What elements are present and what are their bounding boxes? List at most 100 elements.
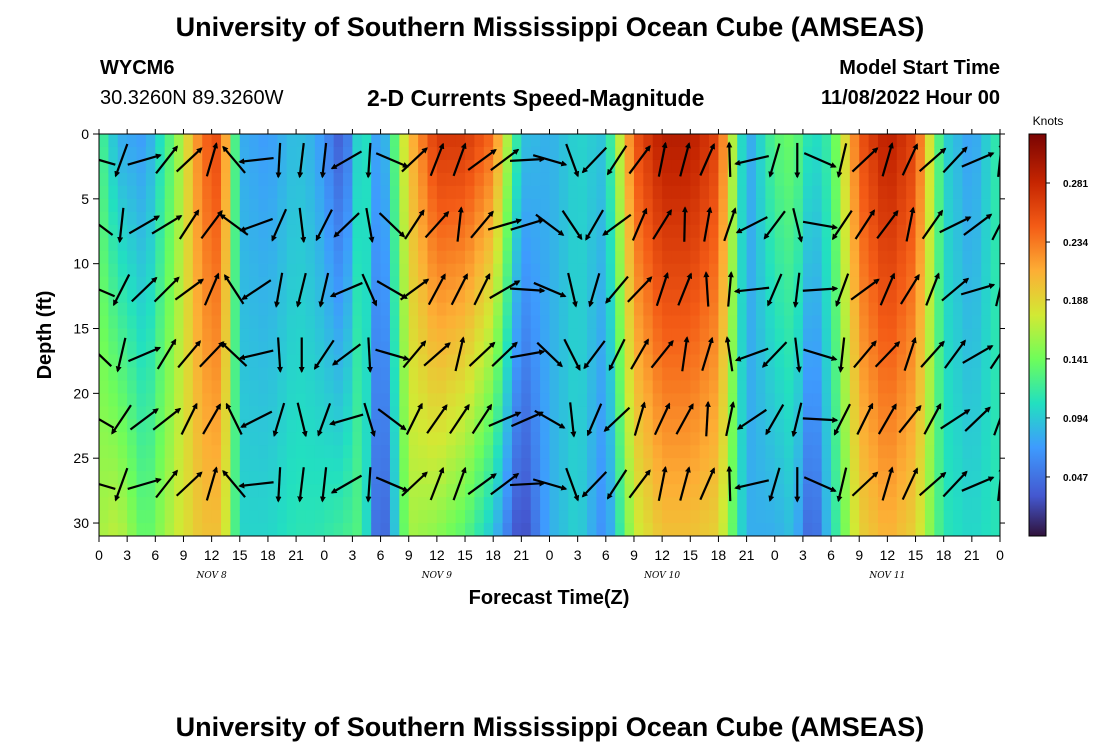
heat-cell xyxy=(746,523,757,536)
heat-cell xyxy=(436,380,447,394)
heat-cell xyxy=(934,393,945,407)
heat-cell xyxy=(174,380,185,394)
heat-cell xyxy=(192,432,203,446)
heat-cell xyxy=(521,432,532,446)
heat-cell xyxy=(483,445,494,459)
heat-cell xyxy=(305,211,316,226)
heat-cell xyxy=(962,419,973,433)
heat-cell xyxy=(465,484,476,498)
current-arrow xyxy=(377,408,407,431)
current-arrow xyxy=(153,276,180,303)
heat-cell xyxy=(361,393,372,407)
heat-cell xyxy=(136,211,147,226)
heat-cell xyxy=(577,237,588,252)
heat-cell xyxy=(981,393,992,407)
heat-cell xyxy=(906,393,917,407)
heat-cell xyxy=(568,484,579,498)
heat-cell xyxy=(221,250,231,265)
x-tick-label: 0 xyxy=(546,547,554,563)
heat-cell xyxy=(267,185,278,200)
heat-cell xyxy=(239,523,250,536)
heat-cell xyxy=(211,523,222,536)
heat-cell xyxy=(361,237,372,252)
heat-cell xyxy=(202,367,213,381)
heat-cell xyxy=(821,172,832,187)
heat-cell xyxy=(249,263,260,278)
heat-cell xyxy=(784,510,795,524)
heat-cell xyxy=(277,406,288,420)
heat-cell xyxy=(577,471,588,485)
heat-cell xyxy=(211,393,222,407)
heat-cell xyxy=(427,328,438,343)
heat-cell xyxy=(802,367,813,381)
heat-cell xyxy=(577,354,588,369)
heat-cell xyxy=(277,445,288,459)
heat-cell xyxy=(380,406,391,420)
heat-cell xyxy=(652,367,663,381)
heat-cell xyxy=(746,134,757,148)
heat-cell xyxy=(408,471,419,485)
heat-cell xyxy=(380,432,391,446)
heat-cell xyxy=(249,484,260,498)
heat-cell xyxy=(145,134,156,148)
heat-cell xyxy=(343,315,354,330)
heat-cell xyxy=(145,341,156,356)
heat-cell xyxy=(389,380,400,394)
heat-cell xyxy=(924,198,935,213)
heat-cell xyxy=(737,406,748,420)
heat-cell xyxy=(361,471,372,485)
heat-cell xyxy=(587,445,598,459)
heat-cell xyxy=(615,224,626,239)
heat-cell xyxy=(502,341,513,356)
heat-cell xyxy=(164,250,175,265)
heat-cell xyxy=(746,497,757,511)
heat-cell xyxy=(709,185,720,200)
heat-cell xyxy=(540,367,551,381)
heat-cell xyxy=(474,393,485,407)
heat-cell xyxy=(737,315,748,330)
heat-cell xyxy=(746,198,757,213)
heat-cell xyxy=(511,263,522,278)
heat-cell xyxy=(305,367,316,381)
heat-cell xyxy=(568,198,579,213)
heat-cell xyxy=(652,276,663,291)
heat-cell xyxy=(746,250,757,265)
heat-cell xyxy=(446,172,457,187)
heat-cell xyxy=(812,315,823,330)
colorbar-unit: Knots xyxy=(1033,114,1064,128)
heat-cell xyxy=(877,276,888,291)
heat-cell xyxy=(493,523,504,536)
heat-cell xyxy=(239,484,250,498)
heat-cell xyxy=(474,406,485,420)
heat-cell xyxy=(436,471,447,485)
heat-cell xyxy=(418,458,429,472)
current-arrow xyxy=(510,349,546,359)
heat-cell xyxy=(821,341,832,356)
heat-cell xyxy=(774,172,785,187)
heat-cell xyxy=(164,484,175,498)
heat-cell xyxy=(587,134,598,148)
heat-cell xyxy=(399,276,410,291)
heat-cell xyxy=(624,523,635,536)
heat-cell xyxy=(136,497,147,511)
heat-cell xyxy=(408,432,419,446)
heat-cell xyxy=(380,497,391,511)
heat-cell xyxy=(286,341,297,356)
heat-cell xyxy=(511,211,522,226)
heat-cell xyxy=(164,172,175,187)
heat-cell xyxy=(680,484,691,498)
heat-cell xyxy=(896,134,907,148)
heat-cell xyxy=(605,172,616,187)
heat-cell xyxy=(605,315,616,330)
heat-cell xyxy=(192,406,203,420)
heat-cell xyxy=(371,380,382,394)
heat-cell xyxy=(765,315,776,330)
heat-cell xyxy=(943,497,954,511)
heat-cell xyxy=(671,134,682,148)
heat-cell xyxy=(671,198,682,213)
heat-cell xyxy=(849,328,860,343)
current-arrow xyxy=(376,280,408,300)
heat-cell xyxy=(436,523,447,536)
heat-cell xyxy=(249,510,260,524)
heat-cell xyxy=(493,224,504,239)
